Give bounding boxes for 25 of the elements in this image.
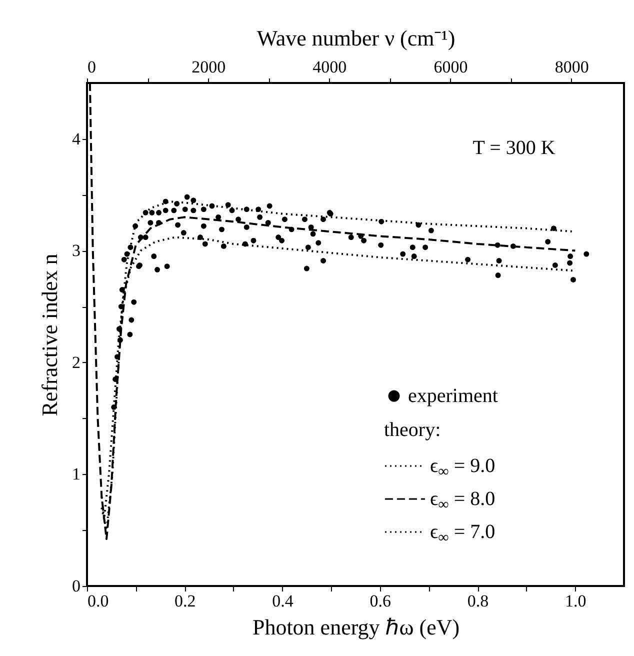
x-tick-label: 0.0 bbox=[88, 592, 109, 610]
x-tick-label: 0.6 bbox=[370, 592, 392, 610]
x2-tick-label: 0 bbox=[88, 58, 96, 76]
x2-tick-label: 4000 bbox=[312, 58, 347, 76]
y-tick-label: 1 bbox=[72, 464, 80, 484]
legend-label: ϵ$_{∞}$ = 7.0 bbox=[430, 521, 496, 546]
legend-title: theory: bbox=[384, 419, 441, 441]
x-tick-label: 0.2 bbox=[174, 592, 196, 610]
x-tick-label: 0.8 bbox=[467, 592, 489, 610]
x2-axis-title: Wave number ν (cm⁻¹) bbox=[256, 26, 456, 50]
y-tick-label: 3 bbox=[72, 241, 80, 260]
legend-label: experiment bbox=[408, 385, 498, 407]
annotation: T = 300 K bbox=[472, 137, 556, 159]
x2-tick-label: 8000 bbox=[554, 58, 589, 76]
x-axis-title: Photon energy ℏω (eV) bbox=[252, 614, 460, 640]
x-tick-label: 0.4 bbox=[272, 592, 294, 610]
legend-label: ϵ$_{∞}$ = 9.0 bbox=[430, 455, 496, 480]
legend-label: ϵ$_{∞}$ = 8.0 bbox=[430, 488, 496, 513]
y-tick-label: 2 bbox=[72, 352, 80, 372]
y-tick-label: 4 bbox=[72, 129, 81, 148]
x2-tick-label: 6000 bbox=[434, 58, 468, 76]
x2-tick-label: 2000 bbox=[192, 58, 226, 76]
y-axis-title: Refractive index n bbox=[37, 254, 62, 416]
x-tick-label: 1.0 bbox=[565, 592, 586, 610]
y-tick-label: 0 bbox=[72, 576, 80, 596]
